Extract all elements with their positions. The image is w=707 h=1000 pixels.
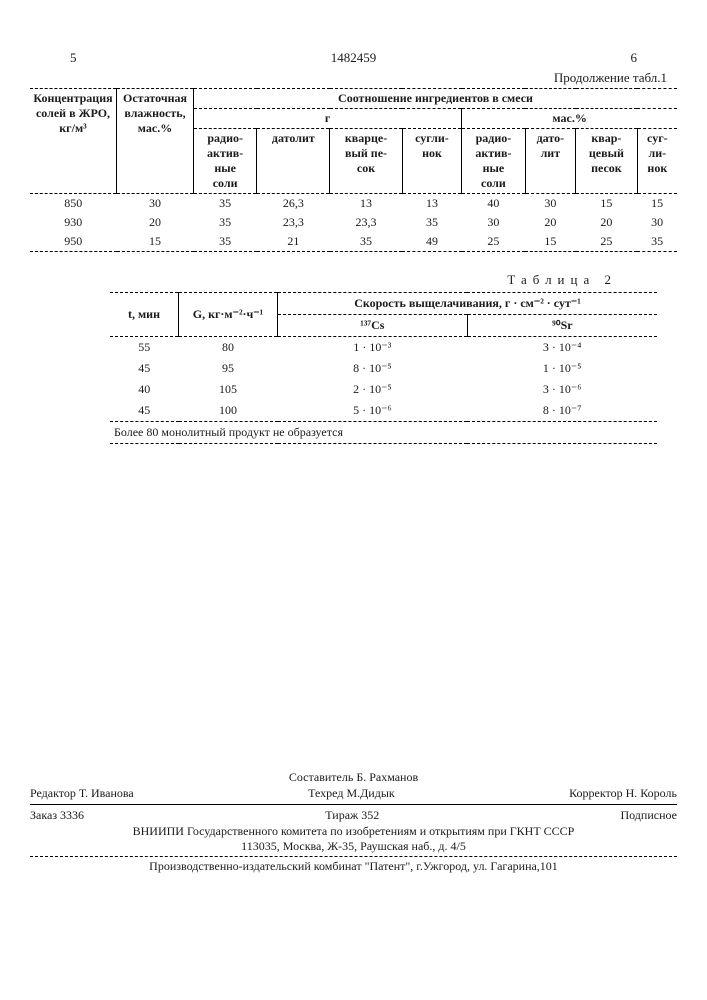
t1-cell: 13 [402,194,462,214]
t1-cell: 40 [462,194,525,214]
t1-cell: 15 [525,232,576,252]
editor: Редактор Т. Иванова [30,786,134,801]
t2-cell: 40 [110,379,179,400]
t1-cell: 950 [30,232,117,252]
table-row: 55 80 1 · 10⁻³ 3 · 10⁻⁴ [110,337,657,359]
t1-cell: 23,3 [330,213,402,232]
t1-group-header: Соотношение ингредиентов в смеси [194,89,678,109]
t1-sc2: датолит [257,129,330,194]
page-right: 6 [631,50,638,66]
table-row: 930 20 35 23,3 23,3 35 30 20 20 30 [30,213,677,232]
t2-cell: 1 · 10⁻⁵ [467,358,657,379]
t1-cell: 20 [117,213,194,232]
table-2: t, мин G, кг·м⁻²·ч⁻¹ Скорость выщелачива… [110,292,657,444]
t1-cell: 35 [637,232,677,252]
t1-cell: 850 [30,194,117,214]
t1-cell: 25 [462,232,525,252]
t2-cell: 100 [179,400,278,422]
table-1: Концентрация солей в ЖРО, кг/м³ Остаточн… [30,88,677,252]
t2-cell: 3 · 10⁻⁶ [467,379,657,400]
t2-cell: 8 · 10⁻⁷ [467,400,657,422]
table-row: 45 100 5 · 10⁻⁶ 8 · 10⁻⁷ [110,400,657,422]
t1-col1-header: Концентрация солей в ЖРО, кг/м³ [30,89,117,194]
t1-cell: 30 [525,194,576,214]
t1-sc7: квар- цевый песок [576,129,638,194]
t1-sc5: радио- актив- ные соли [462,129,525,194]
t1-sc6: дато- лит [525,129,576,194]
corrector: Корректор Н. Король [569,786,677,801]
t2-cell: 105 [179,379,278,400]
t1-cell: 35 [402,213,462,232]
t1-cell: 15 [117,232,194,252]
t1-cell: 15 [576,194,638,214]
t2-cell: 1 · 10⁻³ [278,337,468,359]
table-row: 40 105 2 · 10⁻⁵ 3 · 10⁻⁶ [110,379,657,400]
t1-cell: 30 [637,213,677,232]
t1-sc4: сугли- нок [402,129,462,194]
t1-cell: 20 [576,213,638,232]
t2-sub2: ⁹⁰Sr [467,315,657,337]
t2-cell: 8 · 10⁻⁵ [278,358,468,379]
page-header: 5 1482459 6 [30,50,677,66]
t2-h1: t, мин [110,293,179,337]
t1-sc1: радио- актив- ные соли [194,129,257,194]
t1-cell: 35 [194,232,257,252]
t1-sub-g: г [194,109,462,129]
t1-cell: 23,3 [257,213,330,232]
t1-cell: 13 [330,194,402,214]
order: Заказ 3336 [30,808,84,823]
t2-sub1: ¹³⁷Cs [278,315,468,337]
t2-cell: 45 [110,400,179,422]
t1-cell: 26,3 [257,194,330,214]
t1-sc3: кварце- вый пе- сок [330,129,402,194]
t1-col2-header: Остаточная влажность, мас.% [117,89,194,194]
t2-cell: 3 · 10⁻⁴ [467,337,657,359]
table-row: 850 30 35 26,3 13 13 40 30 15 15 [30,194,677,214]
table-row: 45 95 8 · 10⁻⁵ 1 · 10⁻⁵ [110,358,657,379]
t1-sub-mass: мас.% [462,109,677,129]
t2-cell: 95 [179,358,278,379]
t1-cell: 49 [402,232,462,252]
t1-cell: 30 [117,194,194,214]
tirazh: Тираж 352 [325,808,379,823]
techred: Техред М.Дидык [308,786,395,801]
t2-h3: Скорость выщелачивания, г · см⁻² · сут⁻¹ [278,293,658,315]
t2-cell: 80 [179,337,278,359]
continue-label: Продолжение табл.1 [30,70,677,86]
table-row: 950 15 35 21 35 49 25 15 25 35 [30,232,677,252]
t2-cell: 55 [110,337,179,359]
org1: ВНИИПИ Государственного комитета по изоб… [30,824,677,839]
t1-sc8: суг- ли- нок [637,129,677,194]
t1-cell: 20 [525,213,576,232]
sub: Подписное [620,808,677,823]
t2-h2: G, кг·м⁻²·ч⁻¹ [179,293,278,337]
t2-cell: 5 · 10⁻⁶ [278,400,468,422]
page-left: 5 [70,50,77,66]
t2-cell: 2 · 10⁻⁵ [278,379,468,400]
t2-note: Более 80 монолитный продукт не образуетс… [110,422,657,444]
t1-cell: 21 [257,232,330,252]
compiler: Составитель Б. Рахманов [30,770,677,785]
footer: Составитель Б. Рахманов Редактор Т. Иван… [30,770,677,874]
table2-title: Таблица 2 [110,272,657,288]
t1-cell: 35 [194,213,257,232]
doc-number: 1482459 [331,50,377,66]
t1-cell: 30 [462,213,525,232]
t1-cell: 35 [330,232,402,252]
t1-cell: 25 [576,232,638,252]
org2: Производственно-издательский комбинат "П… [30,859,677,874]
addr1: 113035, Москва, Ж-35, Раушская наб., д. … [30,839,677,854]
t1-cell: 35 [194,194,257,214]
t2-cell: 45 [110,358,179,379]
t1-cell: 15 [637,194,677,214]
t1-cell: 930 [30,213,117,232]
